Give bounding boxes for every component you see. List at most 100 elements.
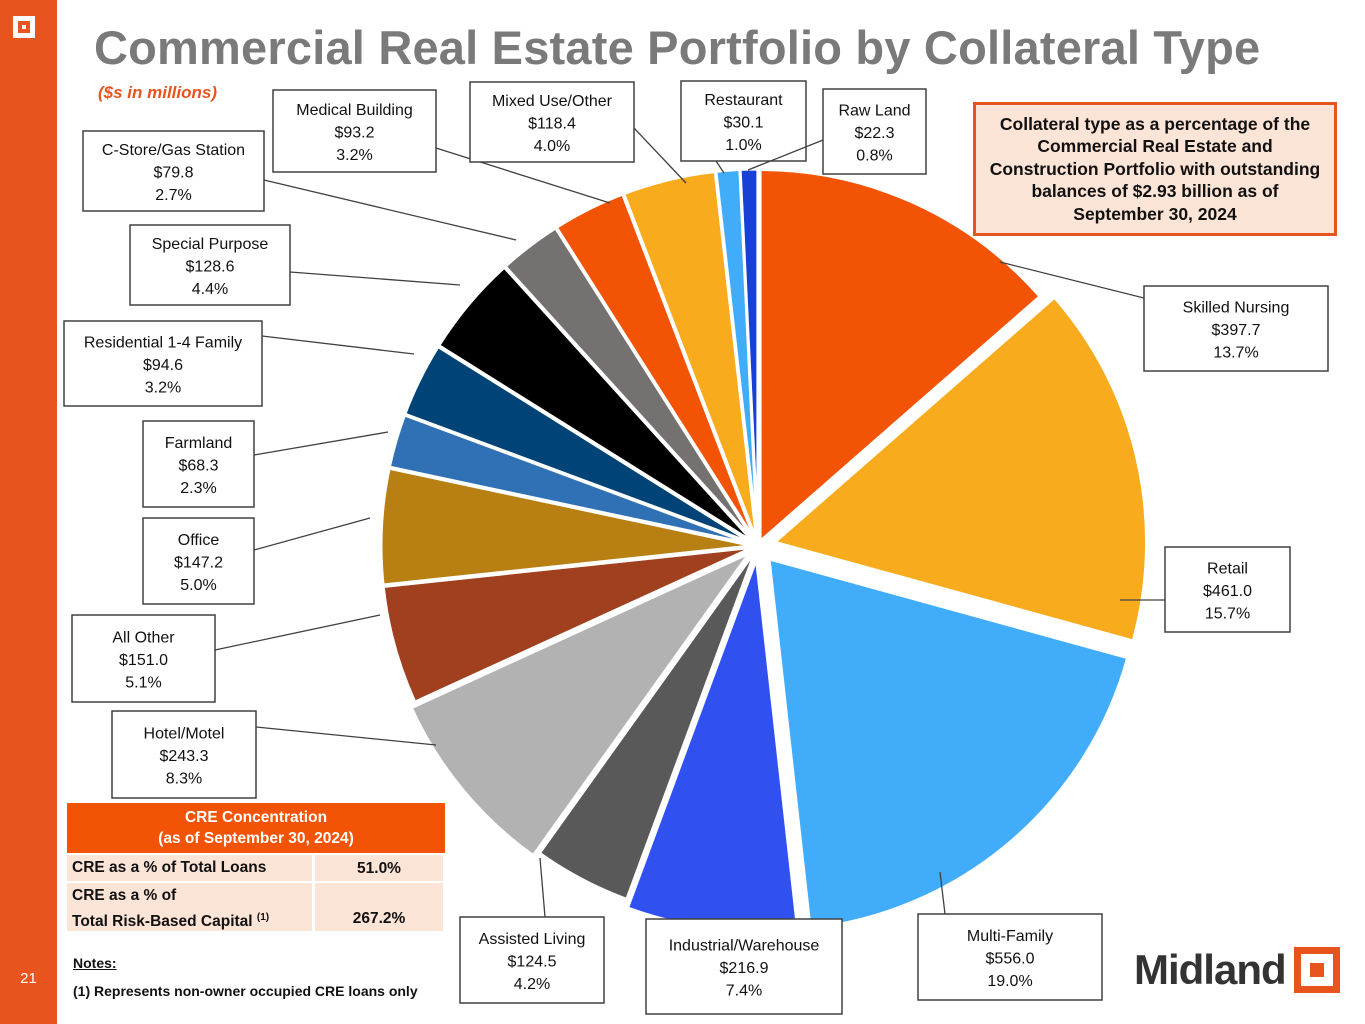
label-box-office [142,517,255,605]
leader-line-office [253,517,371,551]
cre-row1-value: 51.0% [315,855,443,881]
slice-percent-mixed-use-other: 4.0% [534,138,570,155]
slice-name-medical-building: Medical Building [296,102,413,119]
slice-value-skilled-nursing: $397.7 [1212,322,1261,339]
page-number: 21 [20,970,37,987]
leader-line-multi-family [939,871,946,915]
slice-percent-skilled-nursing: 13.7% [1213,345,1258,362]
notes-heading: Notes: [73,955,117,971]
slice-value-residential-1-4-family: $94.6 [143,357,183,374]
leader-line-hotel-motel [255,726,437,746]
slice-value-hotel-motel: $243.3 [160,748,209,765]
slice-value-retail: $461.0 [1203,583,1252,600]
cre-row2-label-line2: Total Risk-Based Capital [72,913,253,931]
label-box-industrial-warehouse [645,918,843,1015]
slice-name-restaurant: Restaurant [704,92,783,109]
label-box-skilled-nursing [1143,285,1329,372]
label-box-raw-land [822,88,927,175]
label-box-restaurant [680,80,807,162]
cre-row2-value: 267.2% [315,883,443,931]
slice-name-assisted-living: Assisted Living [479,931,586,948]
label-box-c-store-gas-station [82,130,265,212]
slice-name-farmland: Farmland [165,435,233,452]
slice-labels: Skilled Nursing $397.7 13.7% Retail $461.0 15… [63,80,1329,1015]
label-box-multi-family [917,913,1103,1001]
slice-value-office: $147.2 [174,555,223,572]
leader-line-special-purpose [289,271,461,286]
slice-value-industrial-warehouse: $216.9 [720,960,769,977]
cre-concentration-table: CRE Concentration (as of September 30, 2… [67,803,445,931]
slice-name-all-other: All Other [112,630,175,647]
slice-value-c-store-gas-station: $79.8 [153,165,193,182]
cre-row1-label: CRE as a % of Total Loans [67,855,312,881]
slice-name-industrial-warehouse: Industrial/Warehouse [669,938,820,955]
cre-header-line1: CRE Concentration [184,809,328,826]
logo-icon [13,16,35,38]
slice-name-mixed-use-other: Mixed Use/Other [492,93,613,110]
sidebar-band: 21 [0,0,57,1024]
cre-row-risk-capital: CRE as a % of Total Risk-Based Capital (… [67,883,445,931]
slice-value-farmland: $68.3 [178,458,218,475]
midland-logo: Midland [1134,946,1340,994]
brand-square-icon [1293,947,1340,993]
slice-percent-farmland: 2.3% [180,480,216,497]
cre-row2-footnote: (1) [256,912,270,923]
slice-name-multi-family: Multi-Family [967,928,1053,945]
leader-line-raw-land [747,139,824,171]
slice-name-residential-1-4-family: Residential 1-4 Family [84,335,242,352]
cre-row-total-loans: CRE as a % of Total Loans 51.0% [67,855,445,881]
cre-row2-label-line1: CRE as a % of [72,887,177,904]
slice-value-medical-building: $93.2 [334,125,374,142]
slice-name-retail: Retail [1207,561,1248,578]
label-box-medical-building [272,89,437,173]
slice-percent-medical-building: 3.2% [336,147,372,164]
brand-wordmark: Midland [1134,946,1287,993]
leader-line-c-store-gas-station [263,179,517,241]
slice-percent-raw-land: 0.8% [856,148,892,165]
label-box-farmland [142,420,255,508]
slice-name-c-store-gas-station: C-Store/Gas Station [102,142,245,159]
slice-value-assisted-living: $124.5 [508,954,557,971]
slice-percent-special-purpose: 4.4% [192,281,228,298]
label-box-residential-1-4-family [63,320,263,407]
cre-row2-label: CRE as a % of Total Risk-Based Capital (… [67,883,312,931]
leader-line-all-other [214,614,381,651]
cre-header-line2: (as of September 30, 2024) [158,830,354,847]
slice-value-special-purpose: $128.6 [186,259,235,276]
pie-slice-retail [771,295,1149,643]
cre-table-header: CRE Concentration (as of September 30, 2… [67,803,445,853]
slice-percent-hotel-motel: 8.3% [166,771,202,788]
leader-line-assisted-living [539,857,546,918]
pie-slice-skilled-nursing [758,167,1043,545]
pie-slices [379,167,1149,933]
slice-value-all-other: $151.0 [119,652,168,669]
slice-name-hotel-motel: Hotel/Motel [144,726,225,743]
slice-name-office: Office [178,532,220,549]
pie-slice-hotel-motel [409,549,755,858]
slice-percent-multi-family: 19.0% [987,973,1032,990]
pie-slice-multi-family [767,556,1130,931]
portfolio-callout: Collateral type as a percentage of the C… [973,102,1337,236]
slice-percent-retail: 15.7% [1205,606,1250,623]
notes-block: Notes: (1) Represents non-owner occupied… [73,955,418,999]
pie-slice-all-other [381,545,754,705]
slice-name-raw-land: Raw Land [838,103,910,120]
slice-percent-residential-1-4-family: 3.2% [145,380,181,397]
slice-name-special-purpose: Special Purpose [152,236,269,253]
leader-line-farmland [253,431,389,456]
slice-percent-restaurant: 1.0% [725,137,761,154]
slice-value-restaurant: $30.1 [723,115,763,132]
leader-line-restaurant [715,160,725,174]
slice-percent-all-other: 5.1% [125,675,161,692]
slice-value-multi-family: $556.0 [986,951,1035,968]
slice-percent-industrial-warehouse: 7.4% [726,983,762,1000]
slice-value-raw-land: $22.3 [854,125,894,142]
pie-slice-assisted-living [537,549,758,902]
slice-name-skilled-nursing: Skilled Nursing [1183,300,1290,317]
page-title: Commercial Real Estate Portfolio by Coll… [94,21,1261,74]
label-box-mixed-use-other [469,81,635,163]
slice-value-mixed-use-other: $118.4 [528,116,576,133]
label-box-all-other [71,614,216,703]
leader-line-residential-1-4-family [261,335,415,355]
